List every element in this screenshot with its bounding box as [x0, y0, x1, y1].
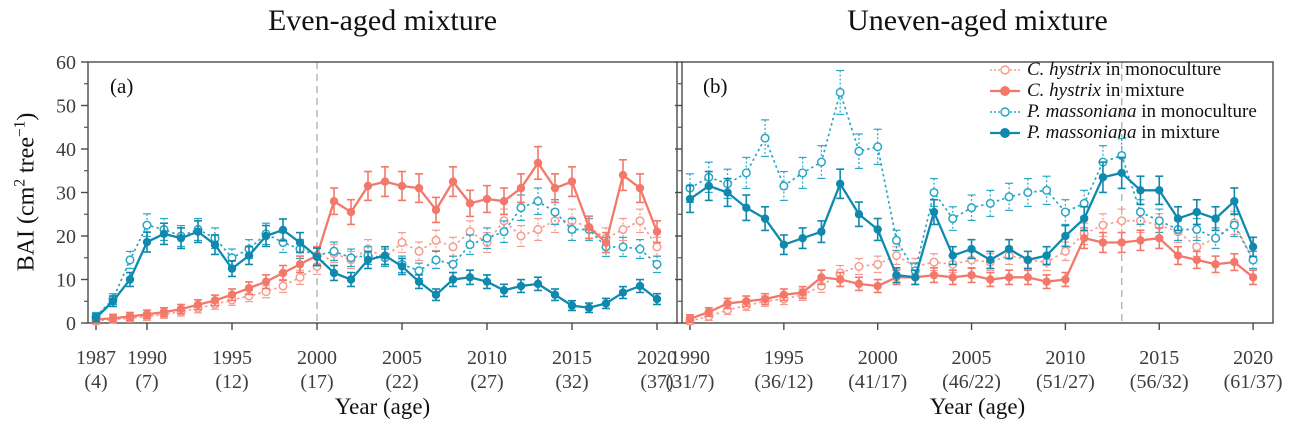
legend-label: P. massoniana in monoculture [1027, 101, 1257, 122]
x-tick-year-label: 2000 [858, 347, 898, 369]
y-axis-ticks: 0 10 20 30 40 50 60 [56, 52, 88, 335]
x-axis-ticks: 1987(4) 1990(7) 1995(12) 2000(17) 2005(22) 20… [76, 323, 677, 393]
panel-b-x-axis-label: Year (age) [929, 394, 1026, 419]
panel-a: 01020304050601987(4)1990(7)1995(12)2000(… [56, 52, 678, 393]
x-tick-year-label: 2010 [467, 347, 507, 369]
y-axis-label-sup-minus1: −1 [11, 120, 29, 138]
x-axis-ticks: 1990(31/7) 1995(36/12) 2000(41/17) 2005(46/… [666, 323, 1283, 393]
panel-b-letter: (b) [703, 74, 728, 98]
x-tick-age-label: (61/37) [1224, 371, 1283, 393]
y-axis-ticks [675, 61, 682, 324]
series-pm_mono-panel-b [685, 69, 1258, 280]
x-tick-year-label: 2020 [637, 347, 677, 369]
x-tick-age-label: (4) [84, 371, 107, 393]
series-pm_mix-panel-a [91, 218, 662, 323]
x-tick-year-label: 2010 [1045, 347, 1085, 369]
panel-a-letter: (a) [110, 74, 134, 98]
x-tick-age-label: (17) [300, 371, 333, 393]
legend-label: C. hystrix in mixture [1027, 80, 1184, 101]
x-tick-age-label: (32) [555, 371, 588, 393]
x-tick-age-label: (27) [470, 371, 503, 393]
x-tick-age-label: (12) [215, 371, 248, 393]
legend-label-rest: in monoculture [1100, 59, 1222, 80]
legend-item-ch-mixture: C. hystrix in mixture [988, 80, 1257, 101]
series-ch_mix-panel-a [91, 145, 662, 325]
legend-label-rest: in mixture [1136, 122, 1220, 143]
legend-marker-open-circle-dotted-icon [990, 106, 1020, 117]
x-tick-year-label: 2005 [952, 347, 992, 369]
panel-b-title: Uneven-aged mixture [847, 4, 1108, 37]
y-axis-label-suffix: ) [13, 112, 40, 121]
x-tick-year-label: 2005 [382, 347, 422, 369]
legend-label-rest: in monoculture [1136, 101, 1257, 122]
x-tick-age-label: (22) [385, 371, 418, 393]
y-axis-label-prefix: BAI (cm [13, 186, 40, 272]
legend-marker-open-circle-dotted-icon [990, 64, 1020, 75]
legend: C. hystrix in monoculture C. hystrix in … [988, 59, 1257, 143]
x-tick-year-label: 1995 [212, 347, 252, 369]
series-pm_mix-panel-b [685, 156, 1258, 286]
x-tick-age-label: (37) [640, 371, 673, 393]
y-tick-label: 20 [56, 226, 76, 248]
x-tick-age-label: (36/12) [754, 371, 813, 393]
y-tick-label: 0 [66, 313, 76, 335]
legend-marker-filled-circle-solid-icon [990, 85, 1020, 96]
y-axis-label-sup2: 2 [11, 178, 29, 187]
legend-species-name: P. massoniana [1027, 122, 1137, 143]
x-tick-age-label: (56/32) [1130, 371, 1189, 393]
x-tick-age-label: (31/7) [666, 371, 715, 393]
legend-label: C. hystrix in monoculture [1027, 59, 1221, 80]
panel-a-x-axis-label: Year (age) [334, 394, 431, 419]
legend-species-name: C. hystrix [1027, 80, 1101, 101]
legend-item-pm-mixture: P. massoniana in mixture [988, 122, 1257, 143]
x-tick-age-label: (41/17) [848, 371, 907, 393]
x-tick-year-label: 1990 [670, 347, 710, 369]
panel-a-title: Even-aged mixture [267, 4, 498, 37]
x-tick-year-label: 2000 [297, 347, 337, 369]
panel-frame [87, 61, 678, 324]
y-tick-label: 10 [56, 270, 76, 292]
legend-species-name: C. hystrix [1027, 59, 1101, 80]
x-tick-age-label: (51/27) [1036, 371, 1095, 393]
legend-marker-filled-circle-solid-icon [990, 127, 1020, 138]
legend-label-rest: in mixture [1100, 80, 1185, 101]
x-tick-year-label: 2015 [1139, 347, 1179, 369]
panel-b: 1990(31/7) 1995(36/12) 2000(41/17) 2005(46/… [666, 61, 1283, 393]
x-tick-year-label: 1995 [764, 347, 804, 369]
y-tick-label: 60 [56, 52, 76, 74]
y-tick-label: 40 [56, 139, 76, 161]
legend-species-name: P. massoniana [1027, 101, 1137, 122]
y-axis-label: BAI (cm2 tree−1) [12, 113, 41, 272]
legend-item-ch-monoculture: C. hystrix in monoculture [988, 59, 1257, 80]
y-tick-label: 50 [56, 96, 76, 118]
x-tick-year-label: 1990 [127, 347, 167, 369]
legend-label: P. massoniana in mixture [1027, 122, 1220, 143]
y-tick-label: 30 [56, 183, 76, 205]
x-tick-age-label: (7) [135, 371, 158, 393]
x-tick-year-label: 2020 [1233, 347, 1273, 369]
x-tick-year-label: 2015 [552, 347, 592, 369]
legend-item-pm-monoculture: P. massoniana in monoculture [988, 101, 1257, 122]
x-tick-age-label: (46/22) [942, 371, 1001, 393]
y-axis-label-middle: tree [13, 137, 40, 179]
x-tick-year-label: 1987 [76, 347, 116, 369]
